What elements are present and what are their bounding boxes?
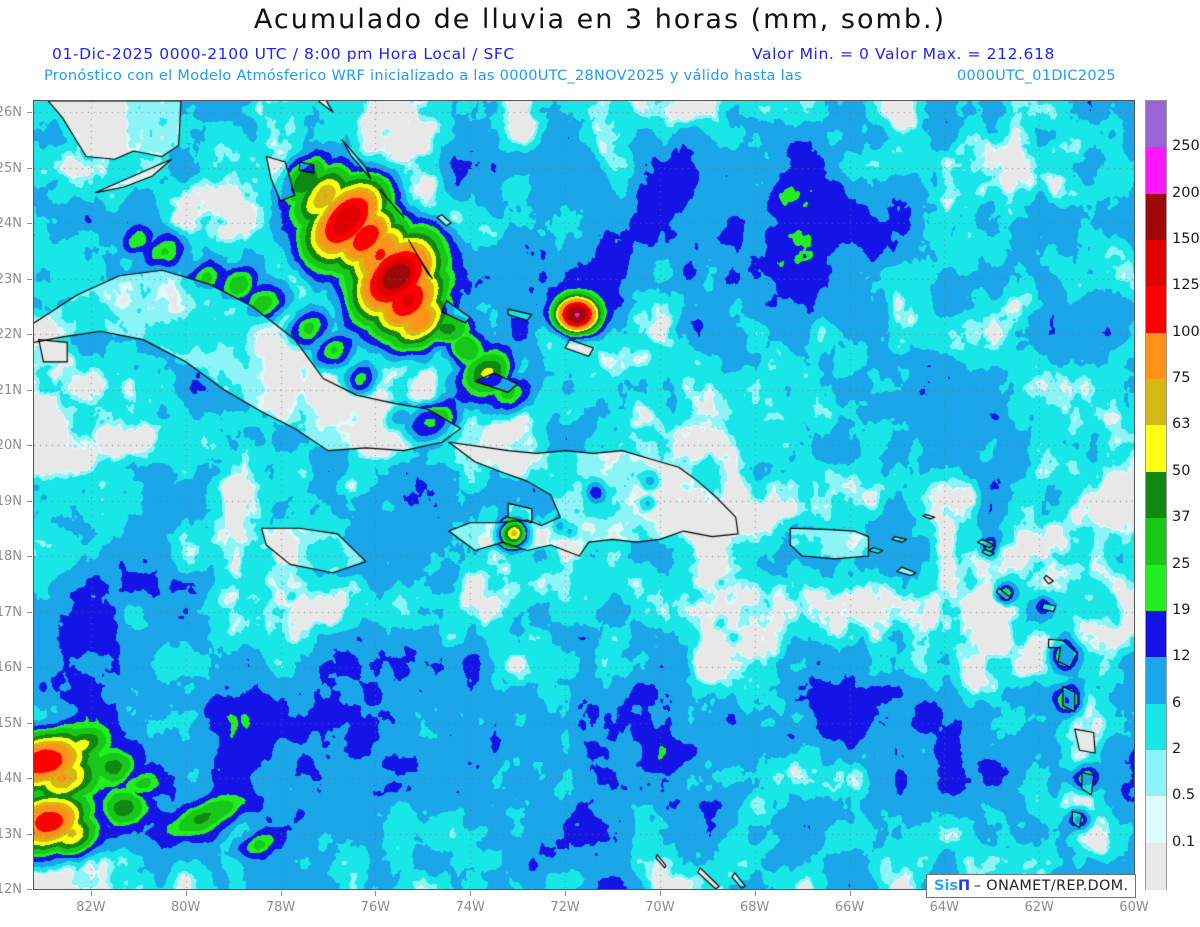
colorbar-band-125-150 xyxy=(1146,240,1166,287)
lat-tick-mark xyxy=(27,556,32,558)
colorbar-label-19: 19 xyxy=(1172,601,1191,618)
colorbar-band-12-19 xyxy=(1146,610,1166,658)
colorbar-label-0.1: 0.1 xyxy=(1172,833,1196,850)
colorbar-label-63: 63 xyxy=(1172,416,1191,433)
lon-tick-label: 78W xyxy=(265,900,296,915)
lon-tick-label: 82W xyxy=(76,900,106,915)
colorbar-label-6: 6 xyxy=(1172,694,1182,711)
colorbar-band-0.5-2 xyxy=(1146,749,1166,797)
lon-tick-label: 66W xyxy=(834,900,865,915)
lon-tick-label: 80W xyxy=(171,900,201,915)
lat-tick-mark xyxy=(27,167,32,169)
lat-tick-label: 22N xyxy=(0,327,22,343)
subtitle-row: 01-Dic-2025 0000-2100 UTC / 8:00 pm Hora… xyxy=(0,45,1200,65)
lat-tick-label: 19N xyxy=(0,493,22,509)
lat-tick-mark xyxy=(27,112,32,114)
lat-tick-mark xyxy=(27,889,32,890)
lat-tick-label: 24N xyxy=(0,216,22,232)
lon-tick-label: 72W xyxy=(550,900,580,915)
lon-tick-label: 62W xyxy=(1024,900,1054,915)
colorbar-label-37: 37 xyxy=(1172,509,1191,526)
lat-tick-mark xyxy=(27,445,32,447)
colorbar-band-150-200 xyxy=(1146,193,1166,241)
lon-tick-label: 70W xyxy=(645,900,675,915)
colorbar-band-6-12 xyxy=(1146,657,1166,705)
lat-tick-label: 16N xyxy=(0,660,22,676)
map-plot-area xyxy=(33,100,1135,890)
colorbar-label-150: 150 xyxy=(1172,231,1200,248)
lat-tick-label: 18N xyxy=(0,549,22,565)
lon-tick-mark xyxy=(375,891,377,896)
value-range-text: Valor Min. = 0 Valor Max. = 212.618 xyxy=(752,45,1055,63)
lon-tick-mark xyxy=(280,891,282,896)
colorbar-label-100: 100 xyxy=(1172,323,1200,340)
lat-tick-mark xyxy=(27,833,32,835)
watermark-agency-text: – ONAMET/REP.DOM. xyxy=(973,878,1129,894)
model-valid-text: 0000UTC_01DIC2025 xyxy=(957,68,1116,84)
lat-tick-mark xyxy=(27,722,32,724)
agency-watermark: SisΠ – ONAMET/REP.DOM. xyxy=(926,874,1137,898)
colorbar-label-200: 200 xyxy=(1172,184,1200,201)
lat-tick-label: 20N xyxy=(0,438,22,454)
lon-tick-label: 76W xyxy=(360,900,391,915)
colorbar-band-100-125 xyxy=(1146,286,1166,334)
precipitation-heatmap xyxy=(34,101,1134,889)
colorbar-label-0.5: 0.5 xyxy=(1172,787,1196,804)
lat-tick-label: 21N xyxy=(0,382,22,398)
colorbar-band-63-75 xyxy=(1146,379,1166,427)
lon-tick-mark xyxy=(90,891,92,896)
colorbar-label-2: 2 xyxy=(1172,740,1182,757)
lon-tick-mark xyxy=(470,891,472,896)
chart-header: Acumulado de lluvia en 3 horas (mm, somb… xyxy=(0,0,1200,95)
lon-tick-label: 68W xyxy=(739,900,770,915)
lat-tick-label: 12N xyxy=(0,882,22,897)
model-init-text: Pronóstico con el Modelo Atmósferico WRF… xyxy=(44,68,802,84)
lat-tick-mark xyxy=(27,611,32,613)
colorbar-band-0.1-0.5 xyxy=(1146,796,1166,844)
colorbar-band-above-250 xyxy=(1146,101,1166,148)
watermark-sis-text: Sis xyxy=(934,878,959,894)
lon-tick-mark xyxy=(849,891,851,896)
lat-tick-mark xyxy=(27,223,32,225)
colorbar-band-2-6 xyxy=(1146,703,1166,751)
lat-tick-mark xyxy=(27,667,32,669)
lat-tick-label: 14N xyxy=(0,771,22,786)
lon-tick-label: 64W xyxy=(929,900,960,915)
lat-tick-mark xyxy=(27,389,32,391)
lat-tick-mark xyxy=(27,778,32,779)
lon-tick-label: 74W xyxy=(455,900,485,915)
lat-tick-label: 13N xyxy=(0,826,22,842)
page-title: Acumulado de lluvia en 3 horas (mm, somb… xyxy=(253,4,947,35)
colorbar-label-25: 25 xyxy=(1172,555,1191,572)
lat-tick-label: 23N xyxy=(0,271,22,287)
colorbar-band-200-250 xyxy=(1146,147,1166,195)
colorbar-band-19-25 xyxy=(1146,564,1166,612)
lat-tick-mark xyxy=(27,500,32,502)
lat-tick-label: 26N xyxy=(0,105,22,121)
colorbar-band-50-63 xyxy=(1146,425,1166,473)
lon-tick-mark xyxy=(754,891,756,896)
colorbar-band-37-50 xyxy=(1146,471,1166,519)
lon-tick-mark xyxy=(565,891,567,896)
lat-tick-label: 15N xyxy=(0,715,22,731)
colorbar xyxy=(1145,100,1167,890)
valid-time-text: 01-Dic-2025 0000-2100 UTC / 8:00 pm Hora… xyxy=(52,45,515,63)
lat-tick-label: 25N xyxy=(0,160,22,176)
colorbar-label-50: 50 xyxy=(1172,462,1191,479)
colorbar-label-250: 250 xyxy=(1172,138,1200,155)
lon-tick-mark xyxy=(659,891,661,896)
lon-tick-mark xyxy=(185,891,187,896)
lon-tick-label: 60W xyxy=(1119,900,1149,915)
lat-tick-mark xyxy=(27,334,32,336)
lat-tick-mark xyxy=(27,278,32,280)
model-info-row: Pronóstico con el Modelo Atmósferico WRF… xyxy=(0,68,1200,88)
colorbar-label-12: 12 xyxy=(1172,648,1191,665)
watermark-pi-icon: Π xyxy=(958,878,970,894)
colorbar-band-below-0.1 xyxy=(1146,842,1166,890)
colorbar-label-75: 75 xyxy=(1172,370,1191,387)
colorbar-band-75-100 xyxy=(1146,332,1166,380)
colorbar-label-125: 125 xyxy=(1172,277,1200,294)
lat-tick-label: 17N xyxy=(0,604,22,620)
colorbar-band-25-37 xyxy=(1146,518,1166,566)
